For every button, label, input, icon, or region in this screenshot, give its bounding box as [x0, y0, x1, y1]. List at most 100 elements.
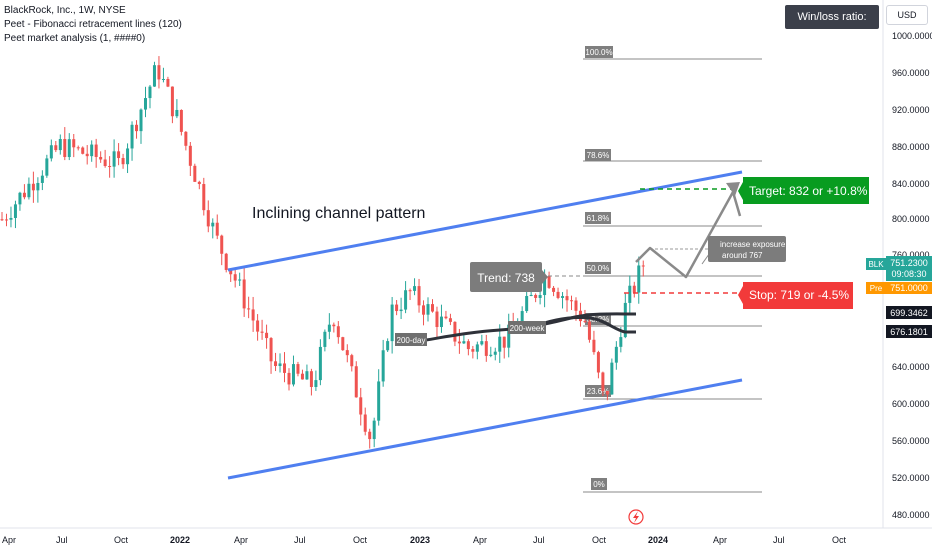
candle-body: [552, 287, 556, 292]
ma1-price-badge[interactable]: [886, 306, 932, 319]
candle-body: [45, 158, 49, 176]
candle-body: [381, 350, 385, 382]
fib-label: 100.0%: [585, 48, 612, 57]
candle-body: [448, 318, 452, 322]
candle-body: [435, 311, 439, 328]
candle-body: [229, 269, 233, 275]
candle-body: [54, 145, 58, 151]
price-tick: 760.0000: [892, 250, 930, 260]
candle-body: [354, 366, 358, 398]
indicator-fib-label[interactable]: Peet - Fibonacci retracement lines (120): [4, 19, 182, 30]
time-tick: Apr: [473, 535, 487, 545]
candle-body: [121, 158, 125, 165]
candle-body: [498, 336, 502, 352]
candle-body: [238, 279, 242, 281]
candle-body: [484, 341, 488, 356]
candle-body: [251, 309, 255, 321]
projection-path[interactable]: [635, 190, 742, 279]
candle-body: [22, 192, 26, 198]
exposure-box[interactable]: [708, 236, 786, 262]
candlestick-series[interactable]: [0, 56, 645, 449]
candle-body: [417, 286, 421, 306]
candle-body: [224, 253, 228, 270]
ma-label-200-week: 200-week: [510, 324, 546, 333]
fib-label: 0%: [593, 480, 605, 489]
candle-body: [81, 147, 85, 154]
candle-body: [327, 324, 331, 332]
candle-body: [359, 397, 363, 415]
time-tick: Jul: [533, 535, 545, 545]
chart-legend[interactable]: BlackRock, Inc., 1W, NYSE Peet - Fibonac…: [4, 4, 182, 46]
candle-body: [13, 204, 17, 218]
candle-body: [49, 145, 53, 159]
ma1-price-label: 699.3462: [890, 308, 928, 318]
candle-body: [632, 285, 636, 293]
candle-body: [143, 98, 147, 110]
time-tick: Oct: [353, 535, 368, 545]
fibonacci-levels[interactable]: 100.0% 78.6% 61.8% 50.0% 38.2% 23.6% 0%: [583, 46, 762, 493]
candle-body: [112, 151, 116, 167]
channel-upper-line[interactable]: [227, 170, 743, 272]
moving-average-200-week[interactable]: [529, 316, 636, 334]
candle-body: [130, 124, 134, 149]
price-tick: 600.0000: [892, 399, 930, 409]
candle-body: [426, 304, 430, 315]
candle-body: [215, 222, 219, 236]
candle-body: [341, 337, 345, 351]
fib-label: 50.0%: [587, 264, 610, 273]
symbol-badge: BLK: [868, 260, 884, 269]
candle-body: [184, 131, 188, 146]
candle-body: [85, 153, 89, 157]
channel-pattern-label: Inclining channel pattern: [252, 205, 425, 222]
pre-price-badge[interactable]: [886, 282, 932, 294]
candle-body: [399, 309, 403, 312]
candle-body: [99, 156, 103, 160]
candle-body: [332, 324, 336, 327]
candle-body: [601, 372, 605, 391]
price-axis[interactable]: 1000.0000 960.0000 920.0000 880.0000 840…: [882, 0, 932, 528]
trend-box[interactable]: [470, 262, 542, 292]
lightning-icon[interactable]: [628, 509, 644, 525]
candle-body: [543, 276, 547, 296]
indicator-analysis-label[interactable]: Peet market analysis (1, ####0): [4, 33, 146, 44]
price-tick: 640.0000: [892, 362, 930, 372]
candle-body: [247, 308, 251, 310]
candle-body: [466, 341, 470, 350]
time-axis[interactable]: Apr Jul Oct 2022 Apr Jul Oct 2023 Apr Ju…: [0, 527, 932, 545]
candle-body: [386, 341, 390, 351]
stop-box[interactable]: [743, 282, 853, 309]
candle-body: [592, 339, 596, 353]
candle-body: [561, 296, 565, 298]
channel-lower-line[interactable]: [227, 378, 743, 480]
candle-body: [350, 355, 354, 367]
currency-button[interactable]: USD: [886, 5, 928, 25]
fib-label: 23.6%: [587, 387, 610, 396]
candle-body: [40, 175, 44, 183]
last-price-label: 751.2300: [890, 258, 928, 268]
ma2-price-label: 676.1801: [890, 327, 928, 337]
time-tick: 2023: [410, 535, 430, 545]
candle-body: [430, 304, 434, 312]
last-price-badge[interactable]: [886, 256, 932, 281]
target-box[interactable]: [743, 177, 869, 204]
candle-body: [233, 274, 237, 281]
candle-body: [318, 346, 322, 381]
price-tick: 520.0000: [892, 473, 930, 483]
target-label: Target: 832 or +10.8%: [749, 184, 868, 198]
candle-body: [502, 336, 506, 348]
candle-body: [211, 222, 215, 227]
candle-body: [305, 371, 309, 380]
candle-body: [148, 86, 152, 99]
candle-body: [587, 321, 591, 340]
candle-body: [31, 183, 35, 191]
ma2-price-badge[interactable]: [886, 325, 932, 338]
candle-body: [0, 219, 4, 221]
candle-body: [475, 344, 479, 352]
candle-body: [363, 414, 367, 432]
candle-body: [583, 321, 587, 323]
candle-body: [413, 286, 417, 291]
candle-body: [300, 373, 304, 380]
candle-body: [439, 316, 443, 328]
